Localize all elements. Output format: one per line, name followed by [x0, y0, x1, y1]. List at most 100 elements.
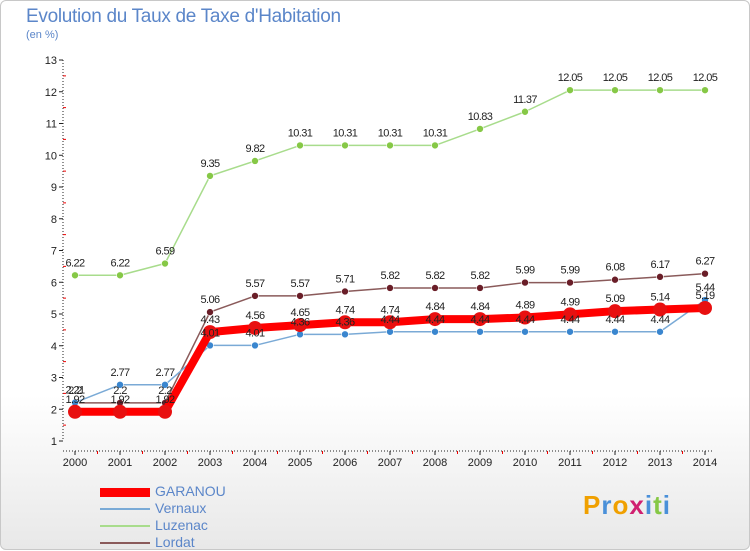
data-label: 4.44	[605, 314, 624, 326]
legend-swatch	[100, 542, 150, 544]
data-point	[656, 327, 664, 336]
x-tick-label: 2004	[243, 457, 267, 469]
data-point	[521, 278, 529, 287]
data-point	[341, 287, 349, 296]
data-point	[656, 273, 664, 281]
data-point	[251, 157, 259, 165]
data-label: 4.01	[245, 327, 264, 339]
data-label: 5.99	[560, 265, 579, 277]
x-tick-label: 2011	[558, 457, 582, 469]
data-label: 5.44	[695, 282, 714, 294]
data-label: 4.74	[335, 304, 354, 316]
y-tick-label: 9	[51, 182, 57, 194]
data-point	[386, 141, 394, 150]
data-label: 4.43	[200, 314, 219, 326]
series-garanou	[68, 300, 712, 419]
data-label: 4.65	[290, 307, 309, 319]
data-label: 5.82	[470, 270, 489, 282]
proxiti-logo: Proxiti	[583, 490, 671, 521]
series-luzenac	[71, 86, 709, 280]
data-label: 6.17	[650, 259, 669, 271]
data-point	[113, 404, 127, 419]
data-label: 2.77	[110, 367, 129, 379]
logo-letter: o	[612, 490, 630, 520]
data-label: 4.44	[560, 314, 579, 326]
data-label: 1.92	[110, 394, 129, 406]
data-label: 4.84	[470, 301, 489, 313]
data-label: 10.31	[333, 127, 358, 139]
data-label: 5.06	[200, 294, 219, 306]
data-point	[566, 86, 574, 94]
data-label: 9.35	[200, 158, 219, 170]
data-label: 4.36	[290, 316, 309, 328]
data-label: 11.37	[513, 94, 537, 106]
data-point	[608, 304, 622, 319]
logo-letter: i	[662, 490, 671, 520]
data-point	[518, 310, 532, 325]
data-label: 12.05	[648, 72, 673, 84]
data-label: 4.84	[425, 301, 444, 313]
data-label: 4.44	[470, 314, 489, 326]
data-point	[296, 141, 304, 150]
data-point	[476, 284, 484, 292]
logo-letter: i	[644, 490, 654, 520]
data-point	[566, 327, 574, 336]
x-tick-label: 2002	[153, 457, 177, 469]
data-point	[701, 86, 709, 94]
data-label: 2.2	[158, 385, 172, 397]
data-point	[653, 302, 667, 317]
data-label: 6.22	[65, 257, 84, 269]
data-point	[296, 292, 304, 300]
data-label: 4.44	[425, 314, 444, 326]
y-tick-label: 5	[51, 309, 57, 321]
data-label: 5.82	[380, 270, 399, 282]
data-point	[341, 330, 349, 339]
data-label: 4.01	[200, 327, 219, 339]
data-label: 10.31	[378, 127, 403, 139]
data-point	[611, 86, 619, 94]
data-label: 5.19	[695, 290, 714, 302]
data-label: 4.99	[560, 296, 579, 308]
data-label: 4.44	[515, 314, 534, 326]
data-point	[611, 275, 619, 284]
data-point	[476, 125, 484, 133]
data-label: 4.36	[335, 316, 354, 328]
y-tick-label: 3	[51, 373, 57, 385]
data-point	[341, 141, 349, 150]
series-vernaux	[71, 296, 709, 407]
y-tick-label: 12	[45, 87, 57, 99]
data-point	[248, 320, 262, 335]
data-label: 4.44	[380, 314, 399, 326]
legend-label: Lordat	[155, 534, 195, 550]
data-point	[611, 327, 619, 336]
data-label: 1.92	[155, 394, 174, 406]
data-point	[161, 259, 169, 268]
data-point	[521, 327, 529, 336]
data-label: 6.27	[695, 256, 714, 268]
data-label: 12.05	[693, 72, 718, 84]
x-tick-label: 2012	[603, 457, 627, 469]
x-tick-label: 2006	[333, 457, 357, 469]
legend-swatch	[100, 487, 150, 497]
series-layer	[68, 86, 712, 419]
legend-swatch	[100, 525, 150, 527]
data-point	[161, 381, 169, 389]
data-point	[251, 341, 259, 350]
data-label: 10.83	[468, 111, 493, 123]
x-tick-label: 2013	[648, 457, 672, 469]
data-labels: 1.92 1.92 1.92 4.43 4.56 4.65 4.74 4.74 4.84 4.84…	[65, 72, 718, 406]
data-point	[431, 141, 439, 150]
data-label: 6.59	[155, 246, 174, 258]
data-point	[203, 325, 217, 340]
y-tick-label: 8	[51, 214, 57, 226]
data-point	[68, 404, 82, 419]
data-label: 5.57	[245, 278, 264, 290]
data-point	[521, 107, 529, 116]
y-tick-label: 2	[51, 404, 57, 416]
data-point	[428, 312, 442, 327]
y-tick-label: 7	[51, 246, 57, 258]
data-label: 5.57	[290, 278, 309, 290]
data-point	[206, 308, 214, 316]
legend-label: Luzenac	[155, 517, 208, 533]
